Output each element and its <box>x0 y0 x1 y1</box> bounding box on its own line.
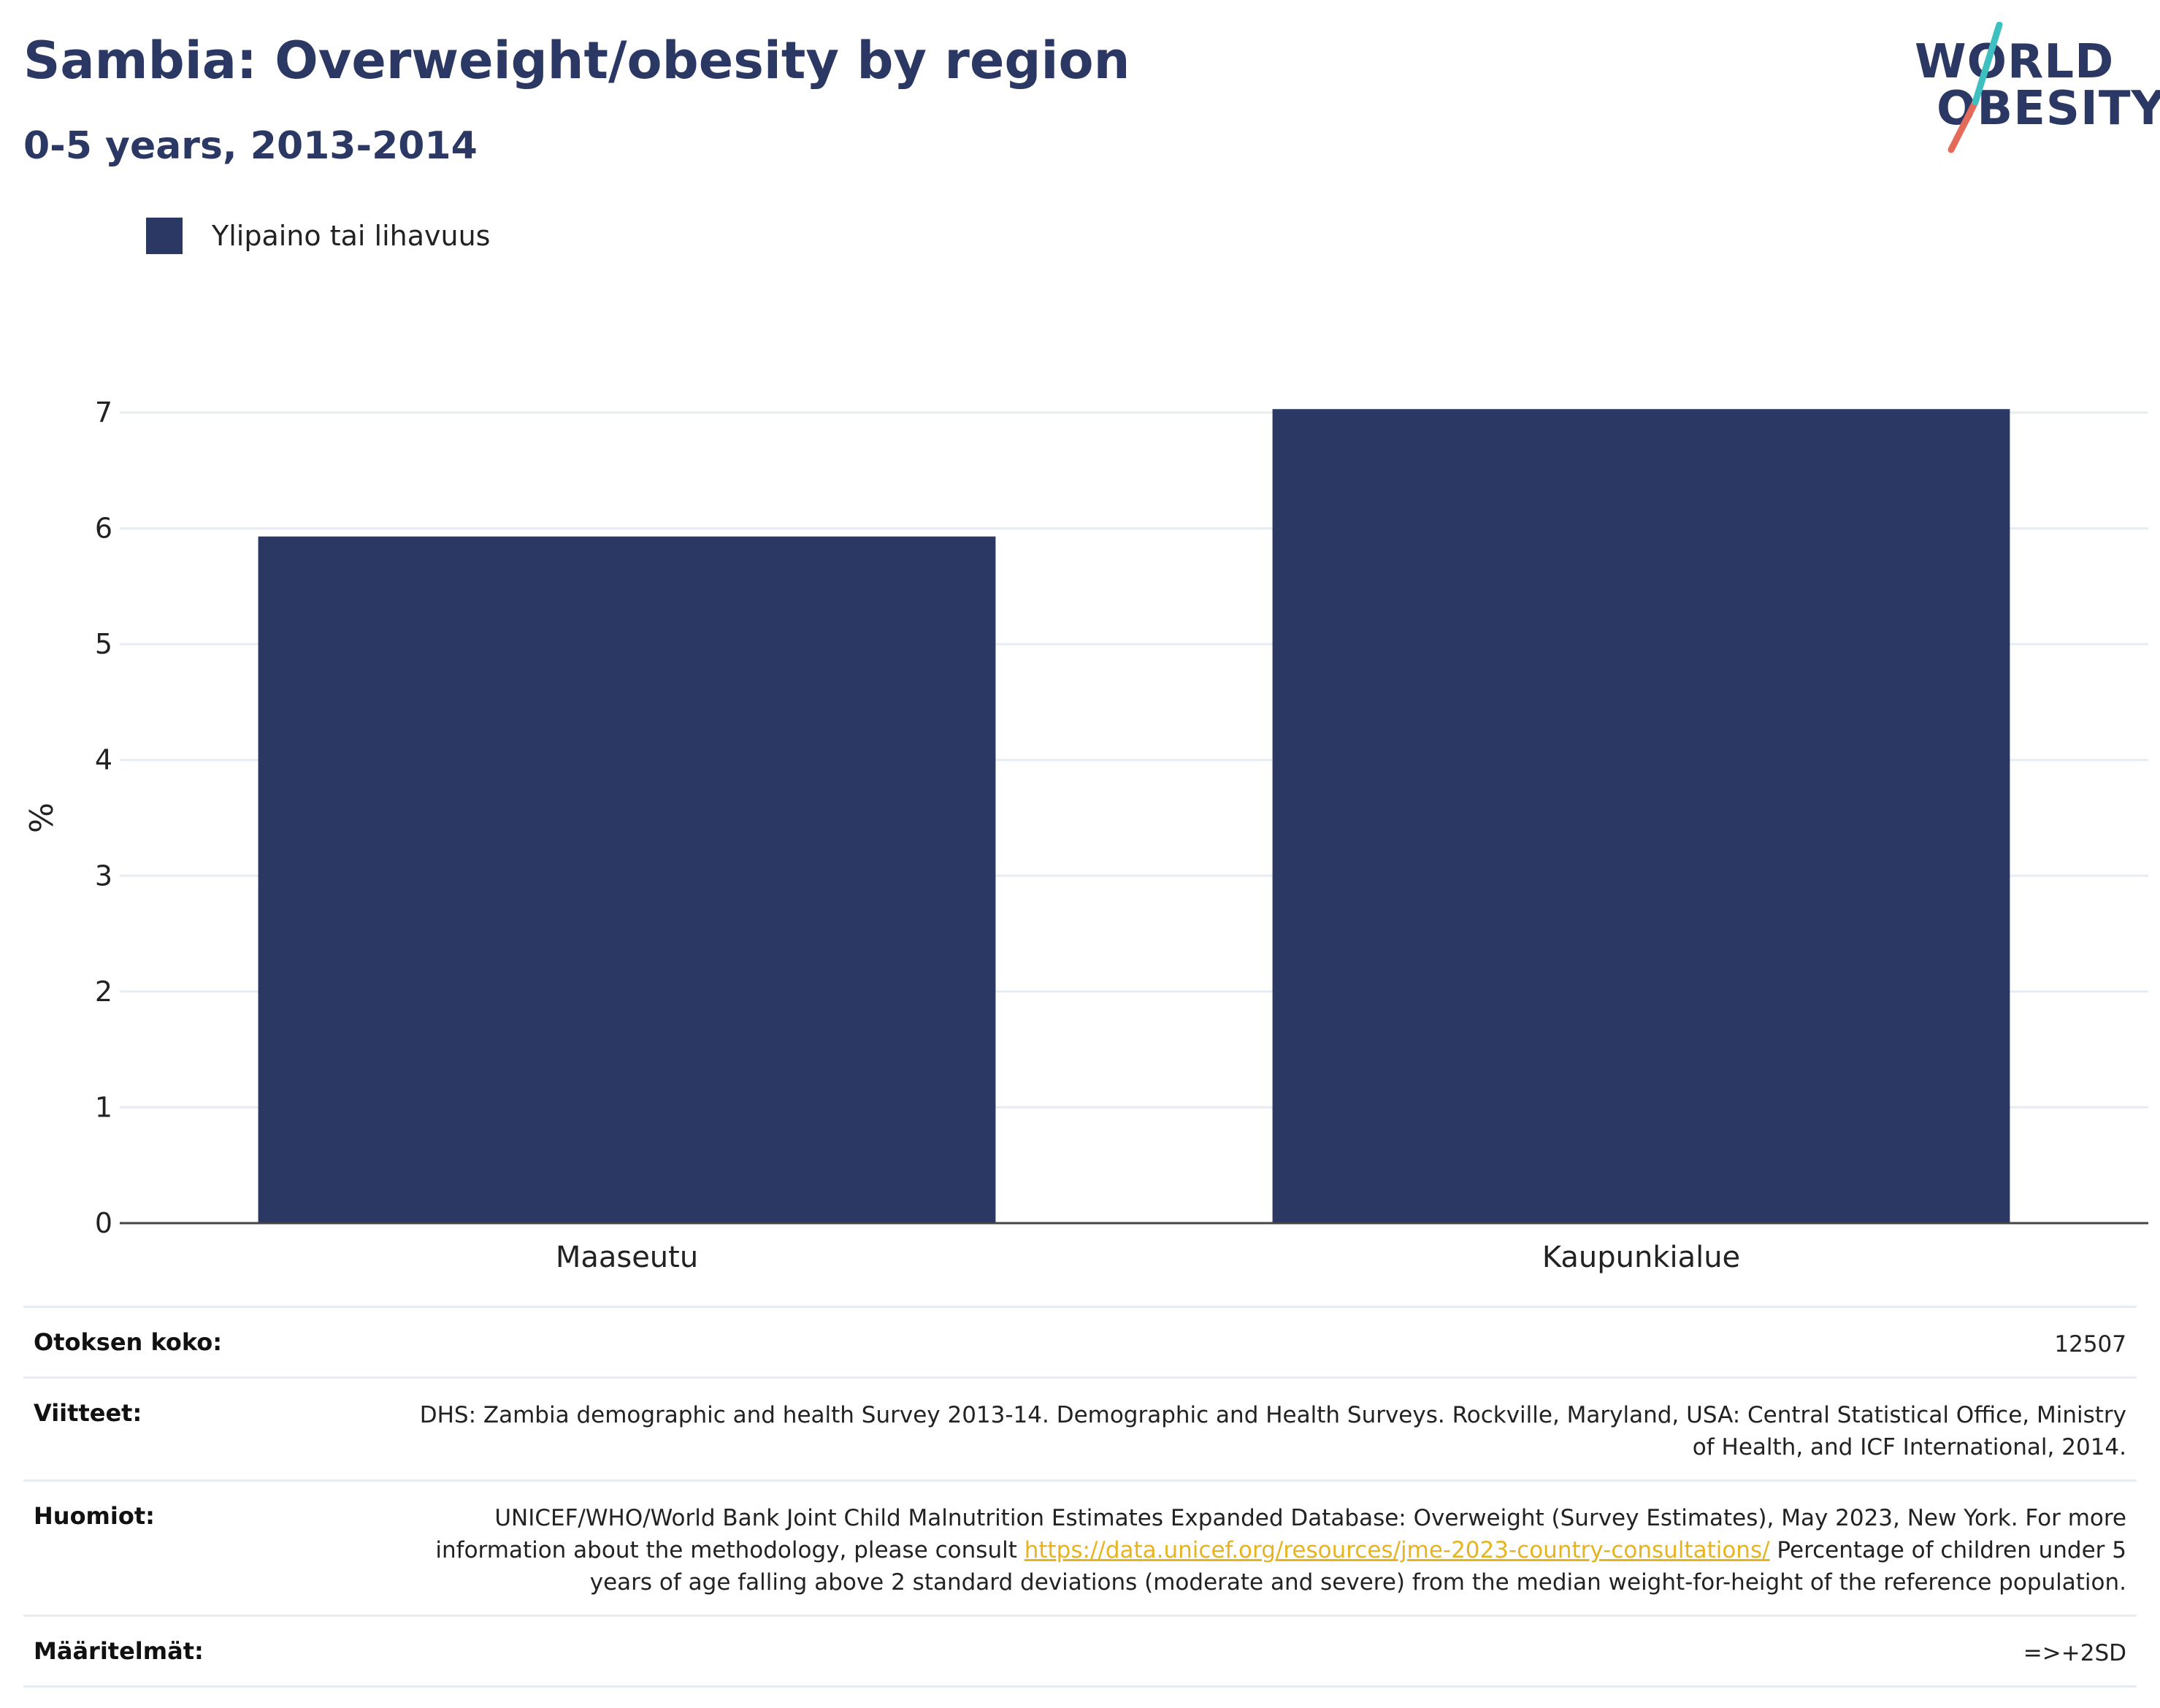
y-tick-label: 2 <box>95 976 112 1008</box>
legend-swatch <box>146 218 183 254</box>
references-row: Viitteet: DHS: Zambia demographic and he… <box>23 1376 2137 1479</box>
world-obesity-logo: WORLD OBESITY <box>1906 22 2160 153</box>
y-axis-label: % <box>23 803 61 833</box>
references-label: Viitteet: <box>34 1399 142 1427</box>
chart-subtitle: 0-5 years, 2013-2014 <box>23 124 478 168</box>
bar-maaseutu <box>258 536 996 1223</box>
y-tick-label: 0 <box>95 1207 112 1239</box>
metadata-table: Otoksen koko: 12507 Viitteet: DHS: Zambi… <box>23 1306 2137 1688</box>
definitions-row: Määritelmät: =>+2SD <box>23 1615 2137 1688</box>
sample-size-label: Otoksen koko: <box>34 1328 223 1356</box>
y-tick-label: 6 <box>95 513 112 545</box>
notes-text-1: UNICEF/WHO/World Bank Joint Child Malnut… <box>435 1505 2126 1563</box>
notes-text-2: Percentage of children under 5 years of … <box>589 1537 2126 1596</box>
references-value: DHS: Zambia demographic and health Surve… <box>419 1402 2126 1460</box>
notes-row: Huomiot: UNICEF/WHO/World Bank Joint Chi… <box>23 1479 2137 1615</box>
chart-title: Sambia: Overweight/obesity by region <box>23 31 1130 91</box>
logo-word-world: WORLD <box>1915 35 2115 89</box>
methodology-link[interactable]: https://data.unicef.org/resources/jme-20… <box>1024 1537 1770 1563</box>
sample-size-row: Otoksen koko: 12507 <box>23 1306 2137 1376</box>
definitions-value: =>+2SD <box>2023 1640 2126 1666</box>
definitions-label: Määritelmät: <box>34 1637 204 1665</box>
y-tick-label: 1 <box>95 1091 112 1123</box>
legend-label: Ylipaino tai lihavuus <box>212 220 491 252</box>
notes-value: UNICEF/WHO/World Bank Joint Child Malnut… <box>399 1502 2126 1598</box>
logo-slash-icon <box>1948 22 2003 153</box>
x-tick-label: Kaupunkialue <box>1542 1241 1740 1274</box>
y-tick-label: 3 <box>95 859 112 892</box>
notes-label: Huomiot: <box>34 1502 155 1530</box>
y-tick-label: 4 <box>95 744 112 776</box>
sample-size-value: 12507 <box>2054 1331 2126 1357</box>
chart-legend: Ylipaino tai lihavuus <box>146 218 490 254</box>
bar-chart: 0 1 2 3 4 5 6 7 Maaseutu Kaupunkialue% <box>23 397 2148 1274</box>
y-tick-label: 5 <box>95 628 112 660</box>
bar-kaupunkialue <box>1272 409 2010 1223</box>
y-tick-label: 7 <box>95 397 112 429</box>
x-tick-label: Maaseutu <box>556 1241 698 1274</box>
